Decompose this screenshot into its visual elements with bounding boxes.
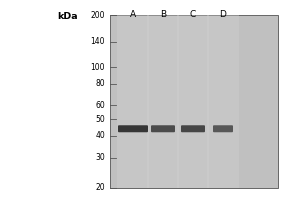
Text: B: B — [160, 10, 166, 19]
Text: A: A — [130, 10, 136, 19]
Bar — [177, 15, 209, 188]
FancyBboxPatch shape — [118, 125, 148, 132]
Text: 140: 140 — [91, 37, 105, 46]
Text: 20: 20 — [95, 184, 105, 192]
Text: 200: 200 — [91, 10, 105, 20]
FancyBboxPatch shape — [151, 125, 175, 132]
Text: kDa: kDa — [57, 12, 78, 21]
Bar — [110, 15, 278, 188]
Bar — [117, 15, 149, 188]
Text: 60: 60 — [95, 101, 105, 110]
Bar — [147, 15, 179, 188]
Text: 80: 80 — [95, 79, 105, 88]
Text: 50: 50 — [95, 115, 105, 124]
Text: 100: 100 — [91, 63, 105, 72]
Text: D: D — [220, 10, 226, 19]
FancyBboxPatch shape — [213, 125, 233, 132]
Text: 30: 30 — [95, 153, 105, 162]
FancyBboxPatch shape — [181, 125, 205, 132]
Bar — [207, 15, 239, 188]
Text: C: C — [190, 10, 196, 19]
Text: 40: 40 — [95, 131, 105, 140]
